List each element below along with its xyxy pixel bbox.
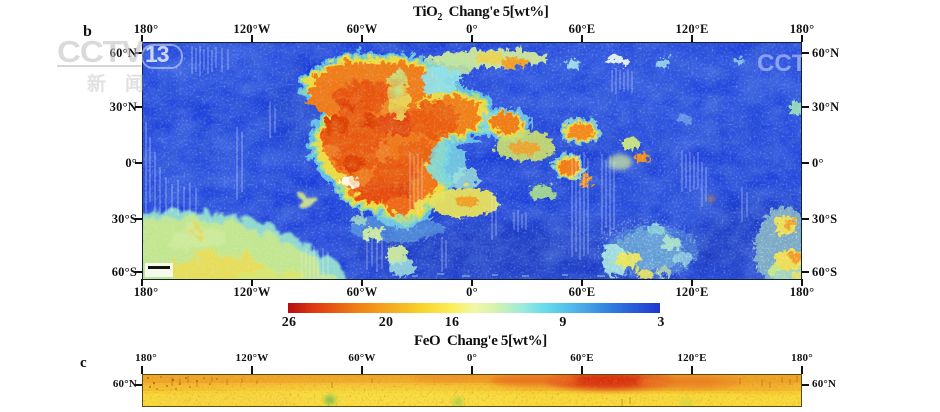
svg-text:CCTV: CCTV — [757, 50, 802, 77]
